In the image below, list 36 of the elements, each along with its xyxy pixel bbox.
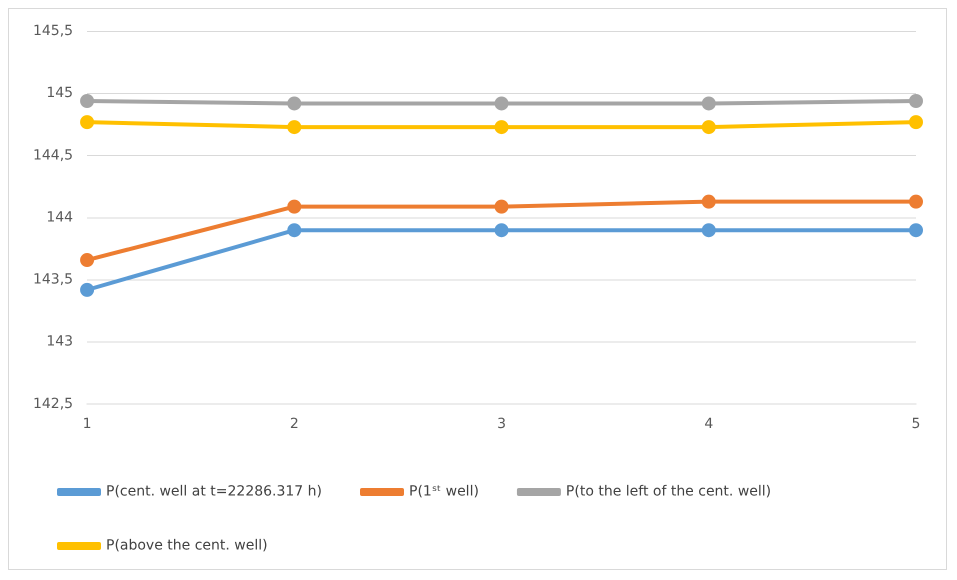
- point: [494, 96, 509, 110]
- point: [287, 223, 302, 238]
- point: [494, 200, 509, 214]
- point: [909, 115, 923, 130]
- y-tick-label: 143,5: [32, 272, 74, 288]
- point: [80, 94, 94, 108]
- x-tick-label: 1: [82, 416, 92, 432]
- x-tick-label: 5: [912, 416, 920, 432]
- legend-label: P(cent. well at t=22286.317 h): [106, 484, 322, 500]
- legend-label: P(1ˢᵗ well): [409, 484, 479, 500]
- point: [909, 94, 923, 108]
- point: [702, 120, 716, 134]
- point: [80, 115, 94, 130]
- point: [702, 194, 716, 209]
- x-tick-label: 4: [704, 416, 714, 432]
- y-tick-label: 144: [46, 209, 74, 226]
- legend-label: P(to the left of the cent. well): [566, 484, 772, 500]
- y-tick-label: 143: [46, 334, 74, 350]
- point: [494, 223, 509, 238]
- point: [494, 120, 509, 134]
- x-tick-label: 2: [290, 416, 299, 432]
- y-tick-label: 145,5: [32, 23, 74, 40]
- point: [287, 200, 302, 214]
- point: [909, 194, 923, 209]
- point: [702, 96, 716, 110]
- y-tick-label: 144,5: [32, 147, 74, 164]
- point: [287, 120, 302, 134]
- point: [80, 282, 94, 297]
- point: [702, 223, 716, 238]
- x-tick-label: 3: [497, 416, 506, 432]
- legend-label: P(above the cent. well): [106, 538, 268, 554]
- point: [287, 96, 302, 110]
- point: [80, 253, 94, 268]
- y-tick-label: 145: [46, 85, 74, 102]
- y-tick-label: 142,5: [32, 396, 74, 412]
- point: [909, 223, 923, 238]
